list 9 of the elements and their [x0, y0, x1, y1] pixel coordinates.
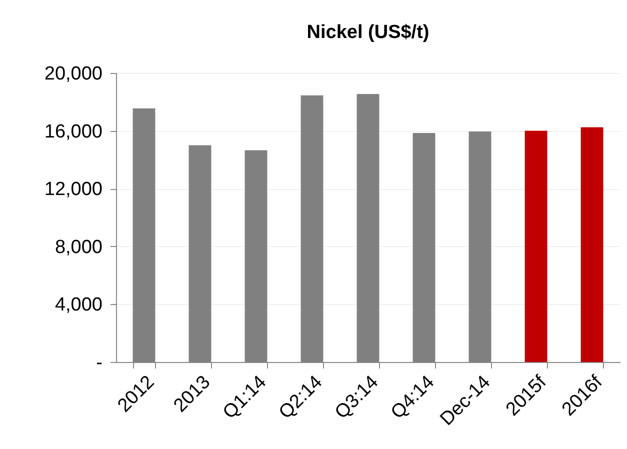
- y-tick-label: -: [96, 352, 102, 374]
- y-tick-label: 4,000: [54, 294, 102, 316]
- y-tick-label: 20,000: [44, 64, 102, 84]
- bar: [524, 130, 548, 362]
- y-tick-label: 12,000: [44, 179, 102, 200]
- chart-title: Nickel (US$/t): [306, 22, 430, 43]
- bar: [580, 127, 604, 362]
- y-tick-label: 8,000: [54, 236, 102, 258]
- y-tick-label: 16,000: [44, 121, 102, 142]
